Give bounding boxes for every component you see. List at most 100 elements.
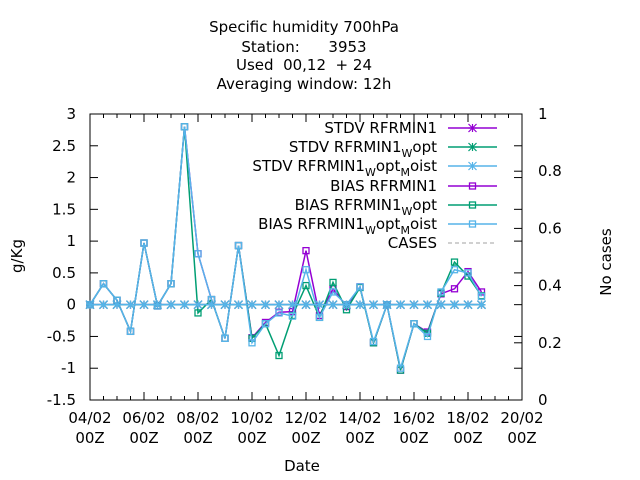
y2-tick-label: 0 (538, 391, 548, 409)
x-tick-label-hour: 00Z (399, 429, 428, 447)
x-tick-label-hour: 00Z (453, 429, 482, 447)
data-point (221, 334, 229, 343)
data-point (194, 250, 202, 258)
x-tick-label-hour: 00Z (237, 429, 266, 447)
data-point (302, 281, 310, 290)
x-axis-label: Date (284, 457, 320, 475)
data-point (261, 300, 270, 310)
x-tick-label-date: 10/02 (230, 409, 273, 427)
data-point (126, 327, 135, 336)
y-tick-label: -1 (61, 359, 76, 377)
data-point (477, 292, 486, 301)
data-point (207, 300, 216, 310)
legend-label: STDV RFRMIN1WoptMoist (252, 157, 437, 179)
data-point (180, 123, 189, 131)
data-point (302, 246, 310, 255)
data-point (356, 283, 364, 291)
x-tick-label-date: 08/02 (176, 409, 219, 427)
legend-label: BIAS RFRMIN1 (330, 177, 437, 195)
data-point (464, 269, 472, 277)
data-point (436, 300, 446, 310)
data-point (193, 300, 203, 310)
legend-label: CASES (388, 234, 437, 252)
data-point (450, 266, 459, 274)
data-point (140, 239, 148, 247)
y-tick-label: 2.5 (52, 137, 76, 155)
data-point (99, 300, 108, 310)
x-tick-label-date: 06/02 (122, 409, 165, 427)
title-line-3: Used 00,12 + 24 (236, 56, 372, 74)
y-tick-label: -0.5 (47, 327, 76, 345)
y2-tick-label: 0.2 (538, 334, 562, 352)
x-tick-label-hour: 00Z (345, 429, 374, 447)
data-point (396, 364, 405, 372)
data-point (409, 300, 419, 310)
legend-label: STDV RFRMIN1Wopt (289, 138, 437, 160)
x-tick-label-date: 12/02 (284, 409, 327, 427)
y2-axis-label: No cases (597, 228, 615, 296)
data-point (139, 300, 149, 310)
y-tick-label: 0 (66, 296, 76, 314)
legend-marker (468, 123, 477, 133)
data-point (220, 300, 230, 310)
y2-tick-label: 0.6 (538, 219, 562, 237)
x-tick-label-hour: 00Z (75, 429, 104, 447)
data-point (112, 300, 122, 310)
y-tick-label: 0.5 (52, 264, 76, 282)
title-line-1: Specific humidity 700hPa (209, 18, 399, 36)
y2-tick-label: 1 (538, 105, 548, 123)
data-point (315, 300, 324, 310)
legend-label: BIAS RFRMIN1Wopt (295, 196, 437, 218)
data-point (180, 300, 189, 310)
data-point (450, 285, 459, 293)
x-tick-label-date: 18/02 (446, 409, 489, 427)
data-point (382, 300, 392, 310)
data-point (126, 300, 135, 310)
legend-marker (468, 142, 477, 152)
chart-title: Specific humidity 700hPa Station: 3953 U… (209, 18, 399, 93)
data-point (329, 288, 337, 296)
title-line-4: Averaging window: 12h (217, 75, 392, 93)
data-point (423, 332, 432, 341)
axes: -1.5 -1 -0.5 0 0.5 1 1.5 2 2.5 3 0 0.2 0.4 0.6 0.8 1 04/… (47, 105, 562, 447)
data-point (275, 309, 283, 317)
legend-marker (468, 220, 477, 228)
data-point (328, 300, 338, 310)
y-tick-label: 1 (66, 232, 76, 250)
data-point (355, 300, 365, 310)
data-point (274, 300, 284, 310)
data-point (450, 258, 459, 266)
x-tick-label-hour: 00Z (183, 429, 212, 447)
data-point (194, 309, 202, 317)
x-tick-label-hour: 00Z (291, 429, 320, 447)
y-axis-label: g/Kg (8, 239, 26, 273)
legend-marker (468, 201, 477, 209)
data-point (463, 300, 473, 310)
series-layer (85, 123, 486, 374)
data-point (234, 300, 243, 310)
y-tick-label: 2 (66, 169, 76, 187)
x-tick-label-date: 14/02 (338, 409, 381, 427)
y2-tick-label: 0.4 (538, 277, 562, 295)
data-point (166, 300, 176, 310)
data-point (342, 300, 351, 310)
x-tick-label-date: 16/02 (392, 409, 435, 427)
x-tick-label-date: 04/02 (68, 409, 111, 427)
data-point (302, 266, 310, 274)
legend-label: BIAS RFRMIN1WoptMoist (258, 215, 437, 237)
data-point (288, 300, 297, 310)
data-point (329, 278, 337, 287)
data-point (99, 280, 108, 288)
data-point (167, 280, 175, 288)
y2-tick-label: 0.8 (538, 162, 562, 180)
data-point (396, 300, 405, 310)
legend-label: STDV RFRMIN1 (324, 119, 437, 137)
data-point (288, 312, 297, 320)
y-tick-label: 3 (66, 105, 76, 123)
data-point (437, 288, 445, 296)
legend-marker (468, 182, 477, 190)
data-point (450, 300, 459, 310)
data-point (248, 339, 256, 347)
